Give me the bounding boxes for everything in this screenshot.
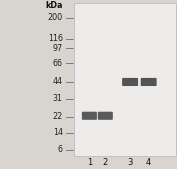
Text: 3: 3 bbox=[127, 158, 133, 167]
Text: 2: 2 bbox=[103, 158, 108, 167]
Text: 22: 22 bbox=[53, 112, 63, 121]
FancyBboxPatch shape bbox=[82, 112, 97, 120]
Text: 200: 200 bbox=[48, 13, 63, 22]
Text: 44: 44 bbox=[53, 77, 63, 87]
FancyBboxPatch shape bbox=[98, 112, 113, 120]
Bar bbox=[74, 3, 176, 156]
Text: 66: 66 bbox=[53, 59, 63, 68]
FancyBboxPatch shape bbox=[122, 78, 138, 86]
FancyBboxPatch shape bbox=[141, 78, 157, 86]
Text: 1: 1 bbox=[87, 158, 92, 167]
Text: 31: 31 bbox=[53, 94, 63, 103]
Text: 14: 14 bbox=[53, 128, 63, 137]
Text: 4: 4 bbox=[146, 158, 151, 167]
Text: 116: 116 bbox=[48, 34, 63, 43]
Text: 6: 6 bbox=[58, 145, 63, 154]
Text: 97: 97 bbox=[53, 44, 63, 53]
Text: kDa: kDa bbox=[45, 1, 63, 10]
